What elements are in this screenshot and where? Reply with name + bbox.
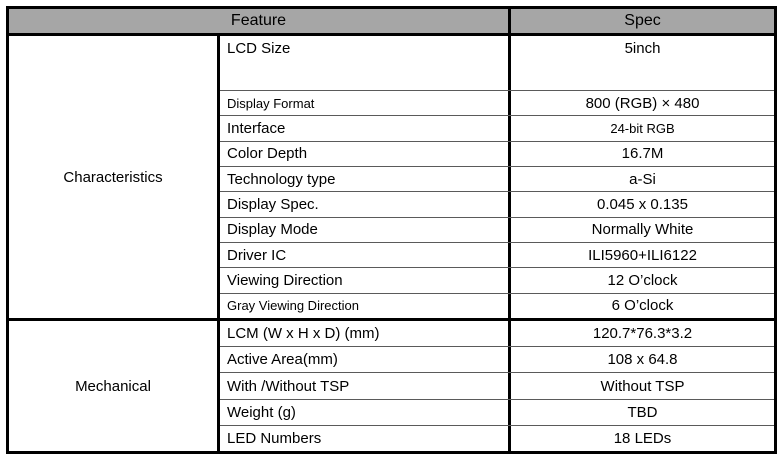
feature-name-cell: Weight (g) xyxy=(220,399,511,425)
table-row: LCD Size 5inch xyxy=(220,36,774,91)
feature-name-cell: Driver IC xyxy=(220,242,511,268)
spec-value-cell: ILI5960+ILI6122 xyxy=(588,246,697,264)
group-section-characteristics: Characteristics LCD Size 5inch Display Form… xyxy=(9,36,774,321)
table-row: Gray Viewing Direction 6 O’clock xyxy=(220,293,774,318)
feature-name-cell: With /Without TSP xyxy=(220,373,511,399)
table-row: With /Without TSP Without TSP xyxy=(220,373,774,400)
feature-name-cell: Technology type xyxy=(220,166,511,192)
table-row: Technology type a-Si xyxy=(220,166,774,193)
feature-name-cell: Interface xyxy=(220,116,511,141)
feature-name-cell: LED Numbers xyxy=(220,425,511,452)
feature-name-cell: Display Format xyxy=(220,91,511,116)
spec-value-cell: TBD xyxy=(627,403,658,421)
table-row: Viewing Direction 12 O’clock xyxy=(220,268,774,294)
spec-value-cell: Normally White xyxy=(591,221,694,239)
table-row: LCM (W x H x D) (mm) 120.7*76.3*3.2 xyxy=(220,321,774,348)
group-rows: LCM (W x H x D) (mm) 120.7*76.3*3.2 Active… xyxy=(220,321,774,452)
spec-value-cell: 800 (RGB) × 480 xyxy=(585,94,700,112)
table-row: Driver IC ILI5960+ILI6122 xyxy=(220,242,774,269)
table-row: Display Mode Normally White xyxy=(220,217,774,243)
table-row: Display Spec. 0.045 x 0.135 xyxy=(220,192,774,218)
feature-name-cell: Color Depth xyxy=(220,141,511,166)
feature-name-cell: Gray Viewing Direction xyxy=(220,293,511,318)
table-body: Characteristics LCD Size 5inch Display Form… xyxy=(9,36,774,452)
spec-value-cell: 120.7*76.3*3.2 xyxy=(592,325,693,343)
feature-name-cell: LCM (W x H x D) (mm) xyxy=(220,321,511,347)
table-row: Color Depth 16.7M xyxy=(220,141,774,167)
feature-name-cell: Viewing Direction xyxy=(220,268,511,293)
group-label: Mechanical xyxy=(9,321,220,451)
feature-name-cell: Display Spec. xyxy=(220,192,511,217)
table-row: LED Numbers 18 LEDs xyxy=(220,425,774,452)
feature-name-cell: Display Mode xyxy=(220,217,511,242)
feature-name-cell: Active Area(mm) xyxy=(220,347,511,373)
table-row: Display Format 800 (RGB) × 480 xyxy=(220,91,774,117)
spec-value-cell: Without TSP xyxy=(600,377,685,395)
header-spec: Spec xyxy=(624,12,661,29)
table-row: Weight (g) TBD xyxy=(220,399,774,426)
group-section-mechanical: Mechanical LCM (W x H x D) (mm) 120.7*76.3… xyxy=(9,321,774,452)
spec-value-cell: a-Si xyxy=(629,170,656,188)
spec-value-cell: 0.045 x 0.135 xyxy=(597,195,688,213)
spec-value-cell: 5inch xyxy=(624,40,661,57)
header-feature: Feature xyxy=(9,9,511,33)
spec-table: Feature Spec Characteristics LCD Size 5inc… xyxy=(6,6,777,454)
spec-value-cell: 6 O’clock xyxy=(611,297,674,315)
spec-value-cell: 18 LEDs xyxy=(613,429,672,447)
table-row: Active Area(mm) 108 x 64.8 xyxy=(220,347,774,374)
group-rows: LCD Size 5inch Display Format 800 (RGB) × 4… xyxy=(220,36,774,318)
group-label: Characteristics xyxy=(9,36,220,318)
table-header-row: Feature Spec xyxy=(9,9,774,36)
spec-value-cell: 12 O’clock xyxy=(607,271,678,289)
spec-value-cell: 24-bit RGB xyxy=(610,120,675,136)
spec-value-cell: 108 x 64.8 xyxy=(607,351,678,369)
table-row: Interface 24-bit RGB xyxy=(220,116,774,142)
spec-value-cell: 16.7M xyxy=(621,145,664,163)
feature-name-cell: LCD Size xyxy=(220,36,511,90)
